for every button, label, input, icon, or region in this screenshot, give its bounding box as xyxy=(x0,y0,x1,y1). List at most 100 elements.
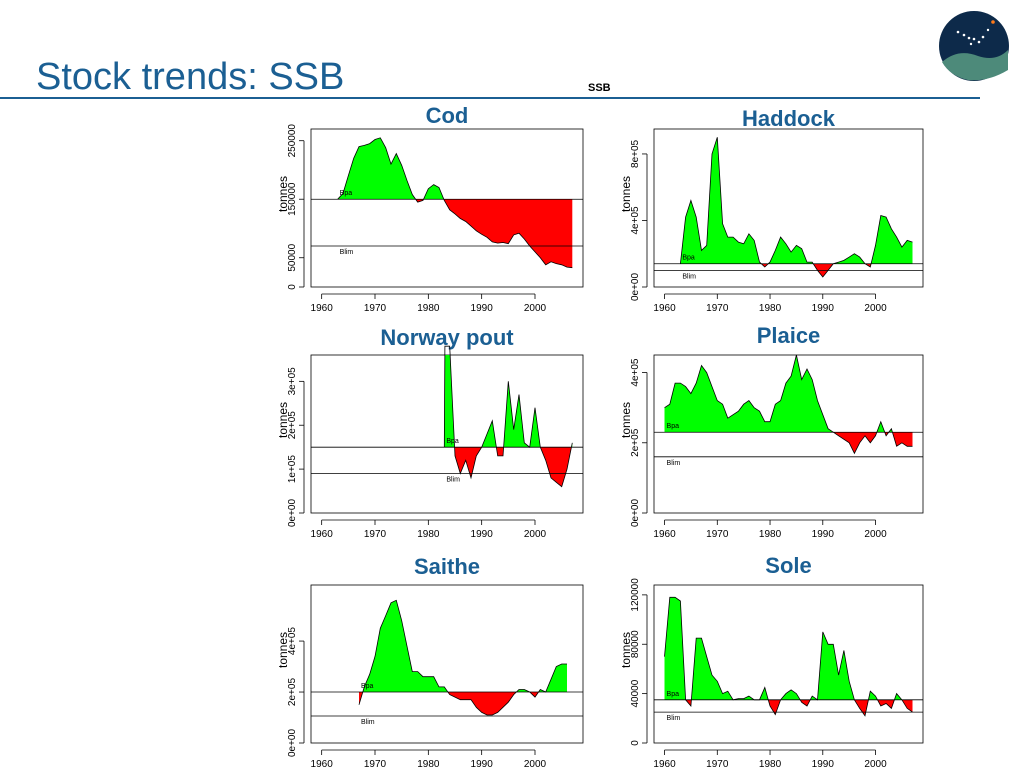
area-below-bpa xyxy=(444,447,573,487)
y-tick-label: 4e+05 xyxy=(287,627,298,656)
ssb-series-line xyxy=(358,599,567,716)
chart-saithe: Saithe Bpa Blim 1960 1970 1980 1990 2000 0e+00 2e… xyxy=(276,554,584,768)
x-tick-label: 1980 xyxy=(759,759,782,768)
x-tick-label: 1990 xyxy=(471,529,494,540)
y-tick-label: 250000 xyxy=(287,124,298,158)
x-tick-label: 1990 xyxy=(471,759,494,768)
y-tick-label: 2e+05 xyxy=(287,678,298,707)
constellation-logo-icon xyxy=(939,11,1009,81)
x-tick-label: 1990 xyxy=(812,759,835,768)
y-tick-label: 2e+05 xyxy=(287,411,298,440)
x-tick-label: 1980 xyxy=(417,759,440,768)
y-axis-title: tonnes xyxy=(276,176,290,212)
x-tick-label: 1980 xyxy=(759,303,782,314)
y-tick-label: 4e+05 xyxy=(630,206,641,235)
x-tick-label: 1970 xyxy=(364,759,387,768)
plot-frame xyxy=(310,584,584,744)
y-axis-title: tonnes xyxy=(276,402,290,438)
x-tick-label: 1980 xyxy=(417,529,440,540)
x-tick-label: 1990 xyxy=(812,529,835,540)
ref-label-blim: Blim xyxy=(667,460,681,467)
x-tick-label: 2000 xyxy=(524,529,547,540)
x-tick-label: 1980 xyxy=(759,529,782,540)
area-above-bpa xyxy=(444,355,573,448)
ref-label-blim: Blim xyxy=(361,719,375,726)
chart-title: Sole xyxy=(765,553,811,578)
area-above-bpa xyxy=(664,355,913,433)
y-tick-label: 0 xyxy=(287,284,298,290)
y-tick-label: 0 xyxy=(630,740,641,746)
x-tick-label: 1960 xyxy=(311,303,334,314)
x-tick-label: 1970 xyxy=(706,529,729,540)
x-tick-label: 1960 xyxy=(653,759,676,768)
x-tick-label: 1990 xyxy=(812,303,835,314)
y-tick-label: 0e+00 xyxy=(630,499,641,528)
ref-label-bpa: Bpa xyxy=(667,423,680,430)
area-above-bpa xyxy=(680,137,913,264)
x-tick-label: 1960 xyxy=(653,529,676,540)
area-below-bpa xyxy=(833,432,913,454)
x-tick-label: 1960 xyxy=(311,529,334,540)
y-tick-label: 80000 xyxy=(630,630,641,658)
slide-title: Stock trends: SSB xyxy=(36,56,345,98)
logo-wave xyxy=(942,50,1008,81)
ref-label-blim: Blim xyxy=(340,249,354,256)
y-tick-label: 8e+05 xyxy=(630,139,641,168)
logo-stars xyxy=(956,28,990,46)
y-tick-label: 40000 xyxy=(630,679,641,707)
area-above-bpa xyxy=(337,137,573,200)
y-axis-title: tonnes xyxy=(276,632,290,668)
x-tick-label: 2000 xyxy=(864,529,887,540)
area-above-bpa xyxy=(359,600,567,693)
ssb-series-line xyxy=(443,345,573,488)
x-tick-label: 1970 xyxy=(706,303,729,314)
ref-label-blim: Blim xyxy=(682,273,696,280)
plot-frame xyxy=(653,354,924,514)
y-tick-label: 1e+05 xyxy=(287,455,298,484)
ref-label-bpa: Bpa xyxy=(446,438,459,445)
chart-haddock: Haddock Bpa Blim 1960 1970 1980 1990 2000 0e+00 4… xyxy=(619,106,924,314)
y-tick-label: 0e+00 xyxy=(287,499,298,528)
y-tick-label: 2e+05 xyxy=(630,428,641,457)
chart-sole: Sole Bpa Blim 1960 1970 1980 1990 2000 0 40000 800… xyxy=(619,553,924,768)
y-tick-label: 4e+05 xyxy=(630,358,641,387)
y-axis-title: tonnes xyxy=(619,402,633,438)
chart-title: Plaice xyxy=(757,323,821,348)
ref-label-bpa: Bpa xyxy=(361,683,374,690)
ssb-series-line xyxy=(664,354,913,455)
area-below-bpa xyxy=(415,199,573,268)
x-tick-label: 1970 xyxy=(364,303,387,314)
ref-label-bpa: Bpa xyxy=(340,190,353,197)
y-tick-label: 3e+05 xyxy=(287,367,298,396)
area-below-bpa xyxy=(664,699,913,716)
chart-cod: Cod Bpa Blim 1960 1970 1980 1990 2000 0 50000 1500… xyxy=(276,103,584,314)
chart-plaice: Plaice Bpa Blim 1960 1970 1980 1990 2000 0e+00 2e… xyxy=(619,323,924,540)
plot-frame xyxy=(653,584,924,744)
ssb-series-line xyxy=(337,137,573,269)
area-above-bpa xyxy=(664,597,902,700)
x-tick-label: 2000 xyxy=(524,303,547,314)
chart-title: Haddock xyxy=(742,106,836,131)
y-axis-title: tonnes xyxy=(619,632,633,668)
plot-frame xyxy=(310,128,584,288)
x-tick-label: 2000 xyxy=(864,759,887,768)
y-axis-title: tonnes xyxy=(619,176,633,212)
y-tick-label: 150000 xyxy=(287,182,298,216)
x-tick-label: 1990 xyxy=(471,303,494,314)
x-tick-label: 1960 xyxy=(653,303,676,314)
ref-label-bpa: Bpa xyxy=(682,255,695,262)
ref-label-blim: Blim xyxy=(667,715,681,722)
title-divider xyxy=(0,97,980,99)
ssb-series-line xyxy=(664,596,913,717)
x-tick-label: 2000 xyxy=(864,303,887,314)
x-tick-label: 1980 xyxy=(417,303,440,314)
ref-label-bpa: Bpa xyxy=(667,691,680,698)
x-tick-label: 1970 xyxy=(706,759,729,768)
x-tick-label: 1960 xyxy=(311,759,334,768)
ref-label-blim: Blim xyxy=(446,477,460,484)
y-tick-label: 0e+00 xyxy=(630,273,641,302)
area-below-bpa xyxy=(359,692,539,715)
area-below-bpa xyxy=(761,263,872,277)
